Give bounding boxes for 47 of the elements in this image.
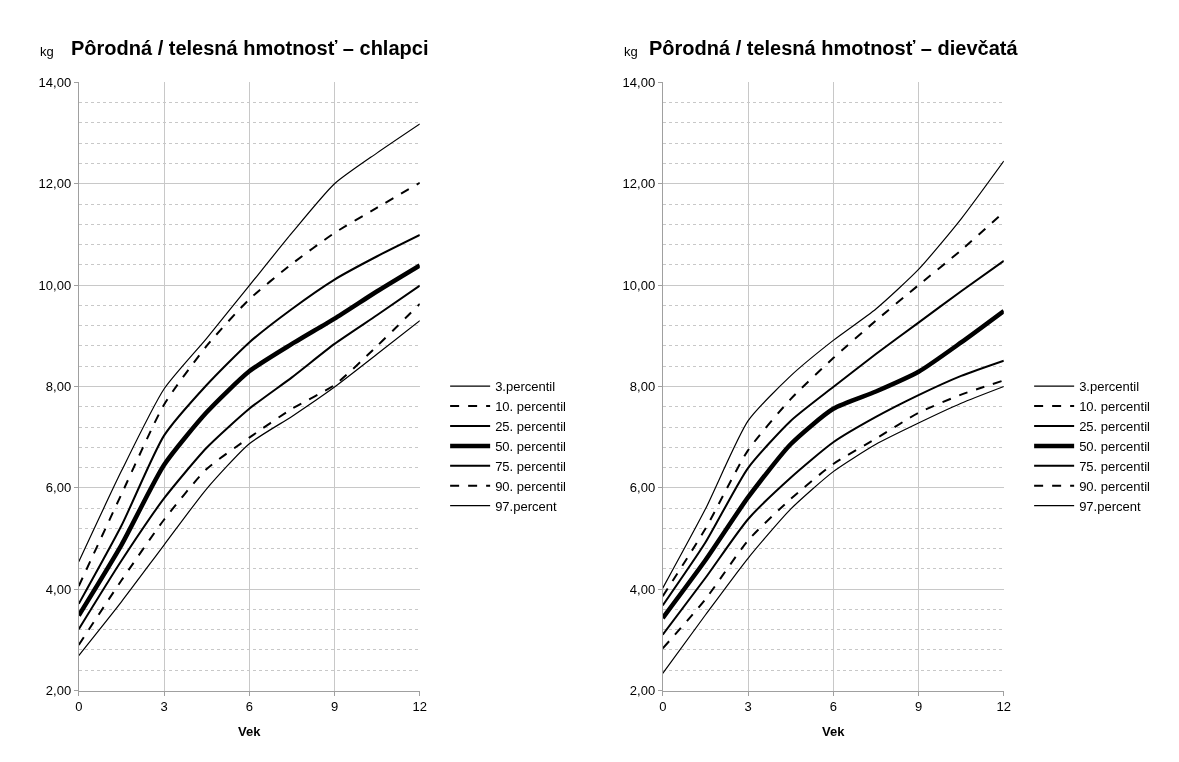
x-tick-label: 9	[330, 699, 339, 715]
legend-label: 75. percentil	[1079, 458, 1151, 474]
legend-label: 90. percentil	[495, 478, 567, 494]
chart-title: Pôrodná / telesná hmotnosť – dievčatá	[649, 37, 1019, 59]
legend-label: 50. percentil	[495, 438, 567, 454]
y-tick-label: 10,00	[622, 277, 656, 293]
legend-label: 10. percentil	[495, 399, 567, 415]
x-tick-label: 12	[412, 699, 428, 715]
x-tick-label: 3	[744, 699, 752, 715]
y-tick-label: 6,00	[629, 480, 656, 496]
line-series	[662, 308, 1004, 621]
y-tick-label: 4,00	[629, 581, 656, 597]
y-axis-title: kg	[624, 44, 638, 59]
line-series	[78, 123, 420, 563]
legend-label: 97.percent	[495, 498, 557, 514]
legend-label: 25. percentil	[495, 419, 567, 435]
y-tick-label: 6,00	[45, 480, 72, 496]
legend-label: 3.percentil	[1079, 379, 1140, 395]
x-tick-label: 12	[996, 699, 1012, 715]
legend-label: 90. percentil	[1079, 478, 1151, 494]
y-axis-title: kg	[40, 44, 54, 59]
x-tick-label: 0	[659, 699, 667, 715]
y-tick-label: 2,00	[629, 683, 656, 699]
x-tick-label: 9	[914, 699, 923, 715]
y-tick-label: 4,00	[45, 581, 72, 597]
x-tick-label: 6	[245, 699, 253, 715]
legend-label: 10. percentil	[1079, 399, 1151, 415]
x-axis-title: Vek	[238, 724, 262, 739]
y-tick-label: 14,00	[622, 75, 656, 90]
legend-label: 50. percentil	[1079, 438, 1151, 454]
y-tick-label: 2,00	[45, 683, 72, 699]
y-tick-label: 12,00	[622, 176, 656, 192]
y-tick-label: 8,00	[629, 379, 656, 395]
x-tick-label: 3	[160, 699, 168, 715]
chart-title: Pôrodná / telesná hmotnosť – chlapci	[71, 37, 429, 59]
y-tick-label: 8,00	[45, 379, 72, 395]
x-axis-title: Vek	[822, 724, 846, 739]
legend-label: 75. percentil	[495, 458, 567, 474]
legend-label: 3.percentil	[495, 379, 556, 395]
y-tick-label: 10,00	[38, 277, 72, 293]
legend-label: 97.percent	[1079, 498, 1141, 514]
x-tick-label: 6	[829, 699, 837, 715]
y-tick-label: 14,00	[38, 75, 72, 90]
line-series	[78, 181, 420, 588]
x-tick-label: 0	[75, 699, 83, 715]
legend-label: 25. percentil	[1079, 419, 1151, 435]
y-tick-label: 12,00	[38, 176, 72, 192]
